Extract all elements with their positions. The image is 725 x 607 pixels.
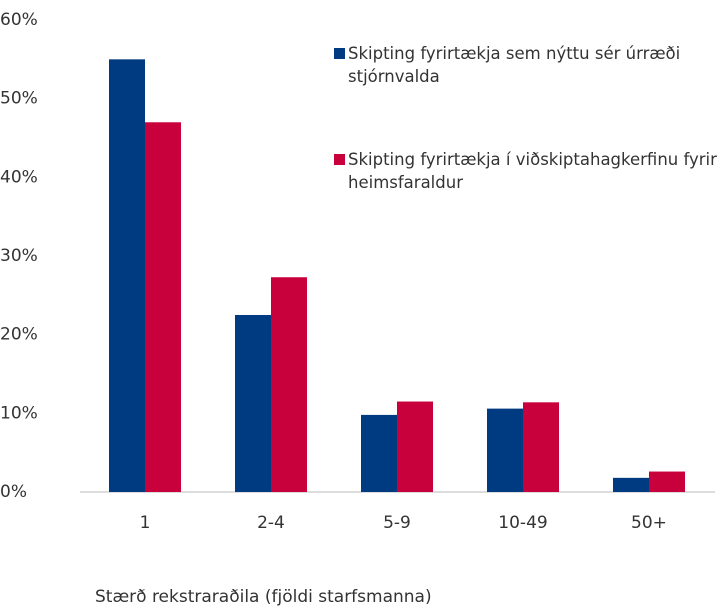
y-tick-label: 30%: [0, 246, 38, 266]
bar: [523, 402, 559, 492]
y-tick-label: 50%: [0, 89, 38, 109]
bar: [109, 59, 145, 492]
bar: [271, 277, 307, 492]
bar: [361, 414, 397, 492]
y-tick-label: 0%: [0, 482, 27, 502]
bar: [613, 477, 649, 492]
legend-label: Skipting fyrirtækja í viðskiptahagkerfin…: [348, 150, 717, 192]
bar: [649, 471, 685, 492]
y-tick-label: 40%: [0, 167, 38, 187]
legend-label: Skipting fyrirtækja sem nýttu sér úrræði…: [348, 44, 681, 86]
x-tick-label: 5-9: [383, 513, 411, 533]
legend-item: Skipting fyrirtækja sem nýttu sér úrræði…: [334, 42, 725, 88]
x-tick-label: 50+: [631, 513, 667, 533]
bar: [487, 408, 523, 492]
legend-item: Skipting fyrirtækja í viðskiptahagkerfin…: [334, 148, 725, 194]
x-tick-label: 1: [140, 513, 151, 533]
x-tick-label: 2-4: [257, 513, 285, 533]
x-axis-label: Stærð rekstraraðila (fjöldi starfsmanna): [95, 587, 432, 607]
y-tick-label: 10%: [0, 403, 38, 423]
bar: [397, 401, 433, 492]
y-tick-label: 60%: [0, 10, 38, 30]
legend-swatch: [334, 154, 345, 165]
y-tick-label: 20%: [0, 325, 38, 345]
bar: [235, 315, 271, 492]
legend-swatch: [334, 48, 345, 59]
x-tick-label: 10-49: [498, 513, 547, 533]
bar: [145, 122, 181, 493]
